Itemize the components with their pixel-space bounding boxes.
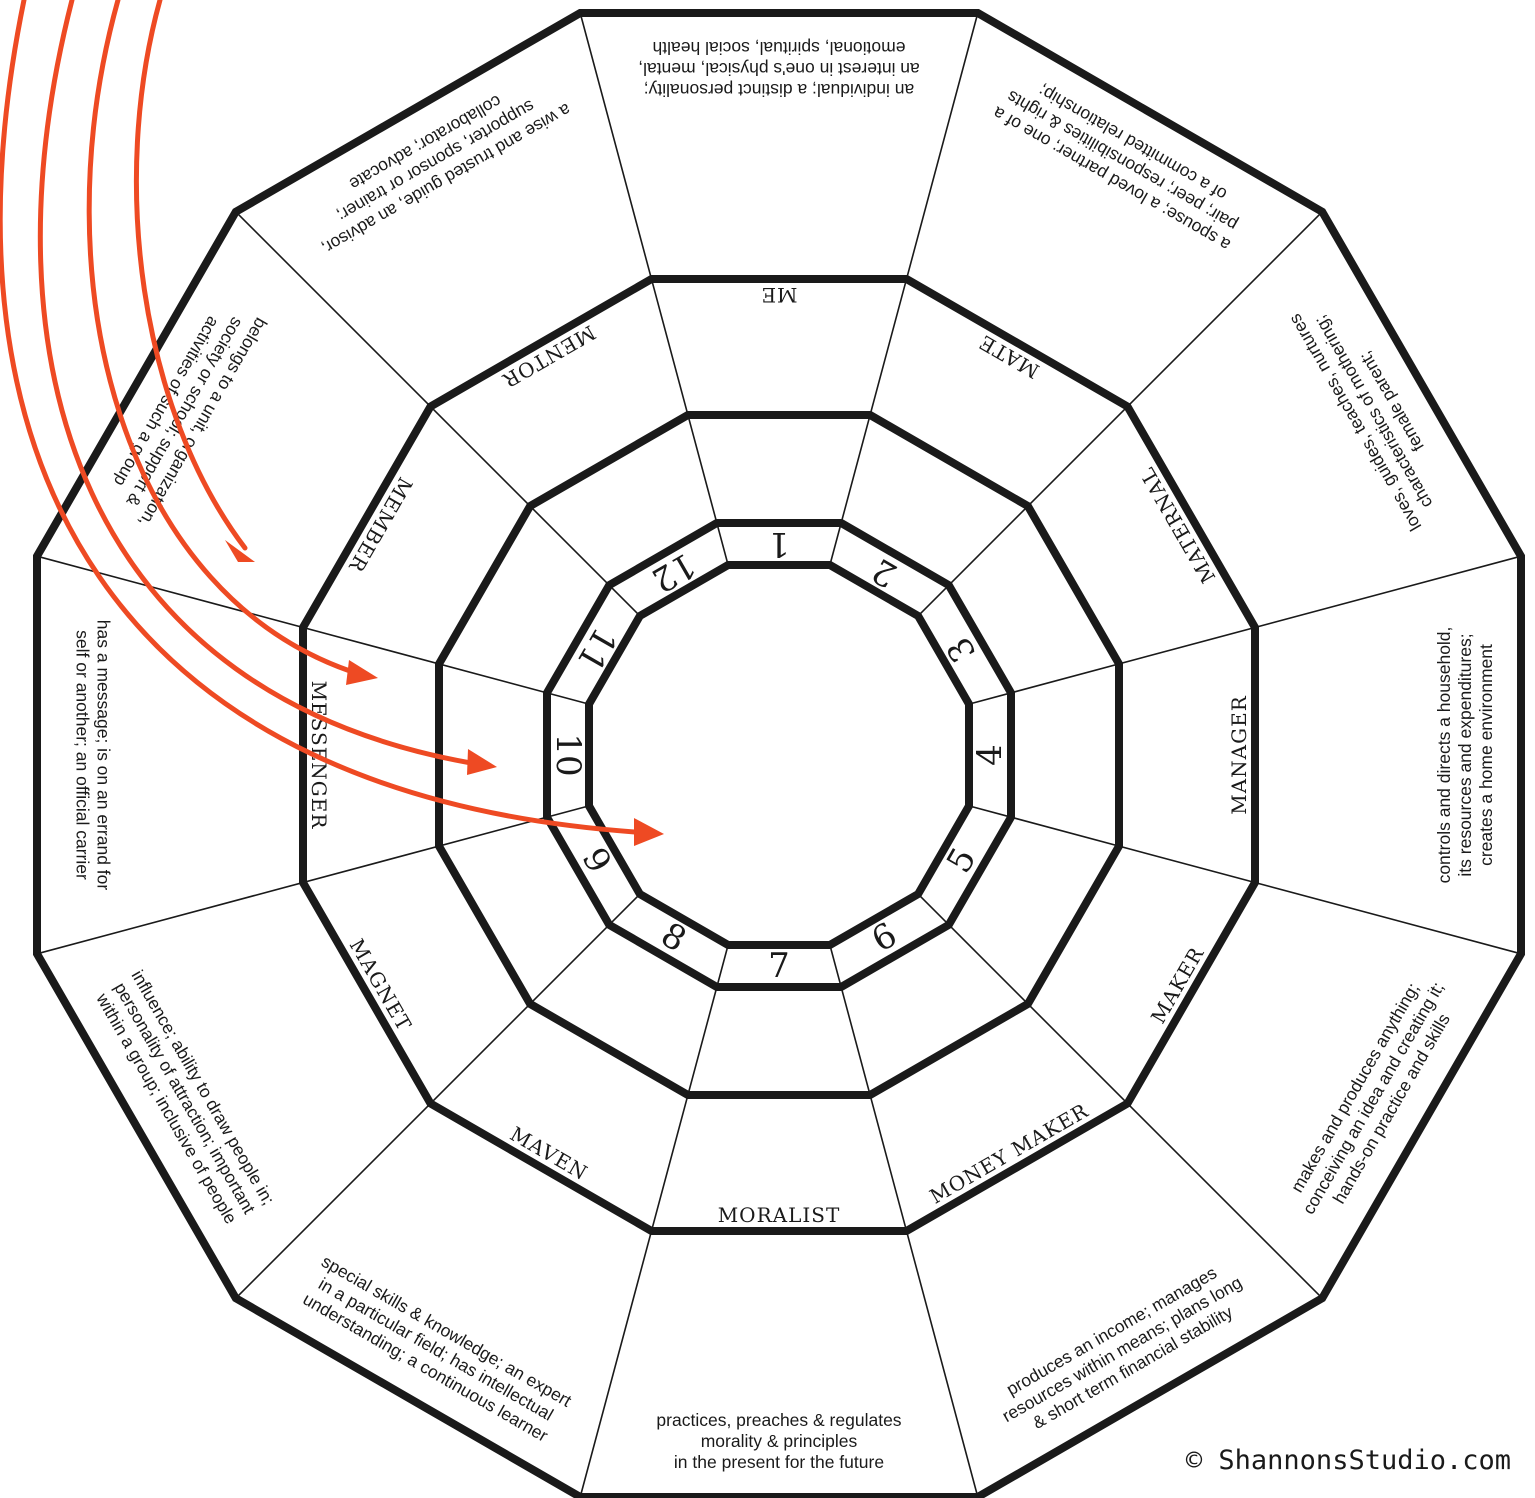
spoke-line [968, 555, 1522, 705]
wheel-spokes [36, 12, 1522, 1498]
description-line: characteristics of mothering; [1310, 312, 1437, 512]
arrow-line [0, 0, 653, 836]
segment-number: 4 [970, 744, 1010, 766]
description-line: has a message; is on an errand for [94, 620, 114, 891]
role-label: ME [760, 283, 797, 307]
role-description: controls and directs a household, its res… [1434, 627, 1496, 884]
spoke-line [579, 944, 729, 1498]
role-label: MATERNAL [1134, 463, 1220, 588]
description-line: supporter, sponsor or trainer; [334, 96, 539, 226]
segment-number: 7 [768, 946, 790, 986]
spoke-line [968, 805, 1522, 955]
role-label: MORALIST [718, 1203, 841, 1227]
spoke-line [36, 555, 590, 705]
description-line: its resources and expenditures; [1455, 633, 1475, 876]
description-line: self or another; an official carrier [73, 630, 93, 880]
description-line: creates a home environment [1476, 644, 1496, 866]
copyright-notice: © ShannonsStudio.com [1185, 1445, 1511, 1476]
description-line: conceiving an idea and creating it; [1298, 978, 1448, 1217]
spoke-line [829, 944, 979, 1498]
spoke-line [235, 893, 641, 1299]
segment-number: 11 [568, 621, 624, 678]
spoke-line [36, 805, 590, 955]
description-line: emotional, spiritual, social health [653, 38, 906, 58]
description-line: resources within means; plans long [999, 1272, 1246, 1426]
description-line: pair; peer; responsibilities & rights [1003, 86, 1241, 235]
segment-number: 1 [768, 524, 790, 564]
spoke-line [917, 211, 1323, 617]
description-line: in a particular field; has intellectual [315, 1274, 557, 1425]
inner-ring [585, 561, 973, 949]
role-label: MONEY MAKER [925, 1098, 1092, 1208]
description-line: personality of attraction; important [110, 979, 259, 1217]
role-description: an individual; a distinct personality;an… [638, 38, 920, 100]
description-line: controls and directs a household, [1434, 627, 1454, 884]
arrows [0, 0, 664, 846]
description-line: morality & principles [701, 1431, 858, 1451]
description-line: an interest in one's physical, mental, [638, 59, 920, 79]
spoke-line [829, 12, 979, 566]
arrow-line [37, 0, 486, 768]
spoke-line [579, 12, 729, 566]
arrow-line [86, 0, 365, 678]
arrow-head [634, 818, 664, 846]
arrow-head [346, 660, 378, 685]
segment-number: 12 [645, 544, 702, 600]
description-line: society or school; support & [122, 314, 247, 510]
spoke-line [917, 893, 1323, 1299]
arrow-head [467, 749, 497, 775]
spoke-line [235, 211, 641, 617]
description-line: practices, preaches & regulates [656, 1410, 901, 1430]
segment-number: 10 [548, 733, 588, 776]
description-line: in the present for the future [674, 1452, 884, 1472]
role-descriptions: an individual; a distinct personality;an… [73, 38, 1497, 1472]
description-line: an individual; a distinct personality; [644, 80, 914, 100]
role-label: MANAGER [1227, 695, 1251, 815]
arrow-line [133, 0, 248, 551]
role-description: practices, preaches & regulatesmorality … [656, 1410, 901, 1472]
arrow-head [225, 540, 255, 562]
